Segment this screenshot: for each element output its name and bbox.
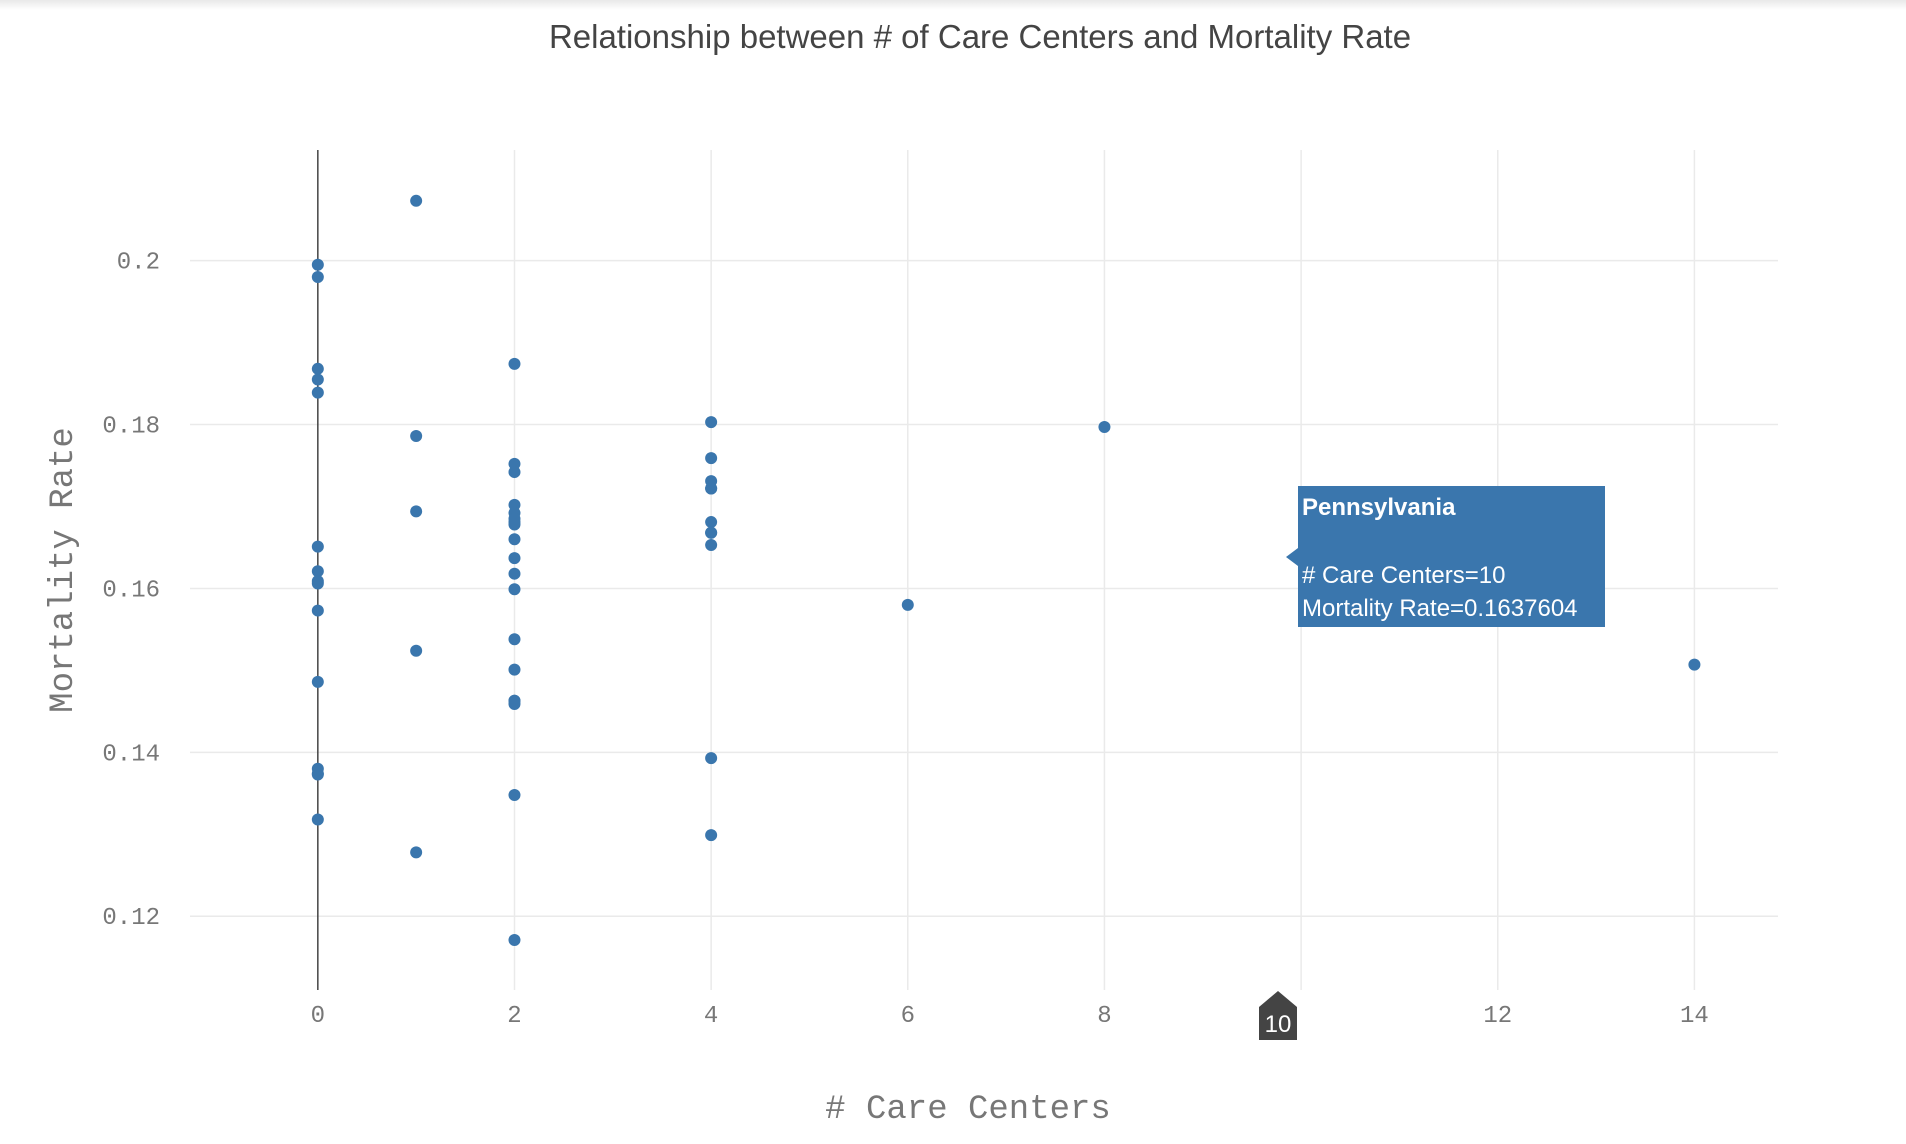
data-point[interactable]: [508, 663, 521, 676]
data-point[interactable]: [705, 482, 718, 495]
y-axis-ticks: 0.12 0.14 0.16 0.18 0.2: [102, 250, 160, 933]
data-point[interactable]: [508, 934, 521, 947]
data-point[interactable]: [311, 271, 324, 284]
top-shadow: [0, 0, 1906, 10]
spike-label-text: 10: [1265, 1011, 1292, 1038]
data-point[interactable]: [311, 675, 324, 688]
chart-title: Relationship between # of Care Centers a…: [549, 18, 1411, 55]
x-tick-label: 4: [704, 1003, 718, 1030]
data-point[interactable]: [901, 598, 914, 611]
data-point[interactable]: [311, 373, 324, 386]
data-point[interactable]: [410, 644, 423, 657]
data-point[interactable]: [311, 577, 324, 590]
data-point[interactable]: [508, 633, 521, 646]
data-point[interactable]: [705, 416, 718, 429]
data-point[interactable]: [410, 430, 423, 443]
tooltip-line-care-centers: # Care Centers=10: [1302, 562, 1505, 589]
data-point[interactable]: [311, 565, 324, 578]
data-point[interactable]: [311, 813, 324, 826]
tooltip-line-mortality-rate: Mortality Rate=0.1637604: [1302, 595, 1578, 622]
data-point[interactable]: [705, 516, 718, 529]
data-point[interactable]: [508, 694, 521, 707]
data-point[interactable]: [705, 526, 718, 539]
y-axis-title: Mortality Rate: [45, 427, 83, 713]
gridlines: [190, 150, 1778, 990]
data-point[interactable]: [410, 846, 423, 859]
data-point[interactable]: [508, 552, 521, 565]
data-point[interactable]: [508, 466, 521, 479]
hover-tooltip: Pennsylvania # Care Centers=10 Mortality…: [1286, 486, 1605, 627]
data-point[interactable]: [410, 194, 423, 207]
x-tick-label: 8: [1097, 1003, 1111, 1030]
x-axis-title: # Care Centers: [825, 1091, 1111, 1129]
x-axis-ticks: 0 2 4 6 8 12 14: [311, 1003, 1709, 1030]
data-point[interactable]: [311, 386, 324, 399]
tooltip-title: Pennsylvania: [1302, 494, 1456, 521]
data-point[interactable]: [311, 768, 324, 781]
x-spike-label: 10: [1259, 991, 1297, 1040]
data-point[interactable]: [311, 258, 324, 271]
data-points[interactable]: [311, 194, 1701, 947]
data-point[interactable]: [311, 362, 324, 375]
x-tick-label: 2: [507, 1003, 521, 1030]
spike-label-box: [1259, 991, 1297, 1040]
data-point[interactable]: [508, 567, 521, 580]
x-tick-label: 12: [1483, 1003, 1512, 1030]
data-point[interactable]: [508, 788, 521, 801]
data-point[interactable]: [705, 752, 718, 765]
data-point[interactable]: [705, 829, 718, 842]
data-point[interactable]: [1098, 420, 1111, 433]
data-point[interactable]: [705, 539, 718, 552]
y-tick-label: 0.16: [102, 577, 160, 604]
x-tick-label: 6: [901, 1003, 915, 1030]
y-tick-label: 0.14: [102, 741, 160, 768]
data-point[interactable]: [508, 512, 521, 525]
tooltip-box: [1286, 486, 1605, 627]
data-point[interactable]: [311, 540, 324, 553]
data-point[interactable]: [410, 505, 423, 518]
y-tick-label: 0.18: [102, 414, 160, 441]
x-tick-label: 14: [1680, 1003, 1709, 1030]
data-point[interactable]: [508, 583, 521, 596]
data-point[interactable]: [705, 452, 718, 465]
data-point[interactable]: [311, 604, 324, 617]
data-point[interactable]: [508, 357, 521, 370]
y-tick-label: 0.2: [117, 250, 160, 277]
x-tick-label: 0: [311, 1003, 325, 1030]
y-tick-label: 0.12: [102, 905, 160, 932]
data-point[interactable]: [508, 533, 521, 546]
data-point[interactable]: [1688, 658, 1701, 671]
